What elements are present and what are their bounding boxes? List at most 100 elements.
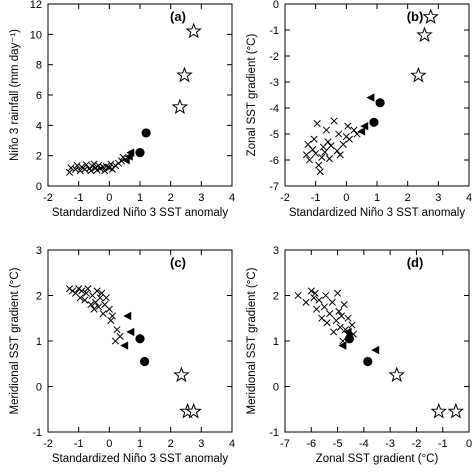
x-tick-label: 3 — [198, 192, 204, 204]
cross-marker — [90, 160, 98, 168]
cross-marker — [335, 307, 343, 315]
cross-marker — [75, 285, 83, 293]
chart-panel: -7 -6 -5 -4 -3 -2 -1 0 -1 0 1 2 3 Zonal SST gradient … — [246, 245, 472, 465]
x-tick-label: -2 — [43, 192, 53, 204]
triangle-marker — [357, 127, 366, 136]
y-tick-label: 1 — [273, 336, 279, 348]
cross-marker — [78, 163, 86, 171]
x-tick-label: 4 — [466, 192, 472, 204]
cross-marker — [322, 126, 330, 134]
plot-frame — [284, 249, 470, 433]
cross-marker — [118, 157, 126, 165]
x-tick-label: -3 — [385, 438, 395, 450]
y-tick-label: -5 — [269, 129, 279, 141]
cross-marker — [344, 314, 352, 322]
star-marker — [173, 366, 190, 383]
circle-marker — [369, 117, 379, 127]
cross-marker — [320, 303, 328, 311]
y-tick-label: 0 — [36, 382, 42, 394]
panel-label: (a) — [170, 9, 186, 24]
cross-marker — [305, 156, 314, 164]
cross-marker — [68, 287, 77, 295]
cross-marker — [67, 164, 75, 172]
panel-label: (b) — [407, 9, 424, 24]
cross-marker — [302, 298, 310, 306]
x-tick-label: 1 — [137, 438, 143, 450]
cross-marker — [313, 120, 321, 128]
cross-marker — [82, 289, 90, 297]
y-tick-label: 8 — [36, 60, 42, 72]
cross-marker — [116, 332, 124, 341]
x-tick-label: -5 — [333, 438, 343, 450]
cross-marker — [108, 312, 116, 320]
cross-marker — [336, 151, 344, 159]
y-axis-label: Niño 3 rainfall (mm day⁻¹) — [9, 29, 21, 161]
cross-marker — [328, 298, 336, 306]
x-axis-label: Standardized Niño 3 SST anomaly — [52, 453, 228, 465]
x-tick-label: 2 — [168, 438, 174, 450]
circle-marker — [140, 356, 150, 367]
y-tick-label: -1 — [269, 427, 279, 439]
cross-marker — [294, 291, 302, 300]
y-tick-label: -1 — [32, 427, 42, 439]
triangle-marker — [338, 341, 347, 350]
y-tick-label: 0 — [273, 382, 279, 394]
cross-marker — [82, 161, 90, 169]
cross-marker — [113, 326, 121, 334]
cross-marker — [316, 168, 324, 176]
x-tick-label: 3 — [435, 192, 441, 204]
star-marker — [422, 8, 439, 24]
cross-marker — [327, 142, 335, 150]
cross-marker — [336, 323, 344, 331]
cross-marker — [108, 165, 116, 173]
plot-frame — [284, 3, 470, 187]
x-tick-label: 4 — [229, 438, 235, 450]
x-tick-label: -2 — [280, 192, 290, 204]
triangle-marker — [126, 148, 135, 157]
y-tick-label: 10 — [30, 29, 42, 41]
cross-marker — [318, 314, 326, 322]
cross-marker — [344, 122, 352, 130]
triangle-marker — [360, 122, 369, 131]
triangle-marker — [371, 345, 380, 355]
y-tick-label: 0 — [36, 181, 42, 193]
cross-marker — [339, 140, 347, 148]
cross-marker — [302, 151, 311, 159]
x-tick-label: 1 — [374, 192, 380, 204]
y-tick-label: 12 — [30, 0, 42, 11]
cross-marker — [87, 301, 95, 309]
x-tick-label: -6 — [306, 438, 316, 450]
cross-marker — [325, 155, 334, 163]
cross-marker — [322, 291, 330, 300]
circle-marker — [375, 98, 385, 108]
cross-marker — [337, 312, 346, 320]
y-tick-label: 2 — [273, 291, 279, 303]
cross-marker — [76, 294, 84, 302]
cross-marker — [107, 316, 115, 325]
cross-marker — [90, 305, 98, 313]
cross-marker — [315, 296, 323, 304]
cross-marker — [340, 301, 348, 309]
triangle-marker — [120, 341, 129, 350]
x-tick-label: -1 — [74, 438, 84, 450]
star-marker — [171, 98, 189, 115]
y-tick-label: 3 — [273, 245, 279, 257]
y-tick-label: 1 — [36, 336, 42, 348]
y-tick-label: 4 — [36, 120, 42, 132]
cross-marker — [99, 310, 107, 318]
triangle-marker — [366, 93, 375, 102]
star-marker — [185, 22, 202, 39]
x-axis-label: Standardized Niño 3 SST anomaly — [289, 207, 465, 219]
star-marker — [416, 26, 433, 43]
triangle-marker — [126, 327, 135, 337]
cross-marker — [114, 159, 123, 167]
cross-marker — [111, 161, 120, 170]
star-marker — [410, 66, 427, 83]
x-tick-label: -2 — [412, 438, 422, 450]
x-tick-label: -7 — [280, 438, 290, 450]
panel-label: (d) — [407, 255, 424, 270]
cross-marker — [81, 296, 89, 304]
